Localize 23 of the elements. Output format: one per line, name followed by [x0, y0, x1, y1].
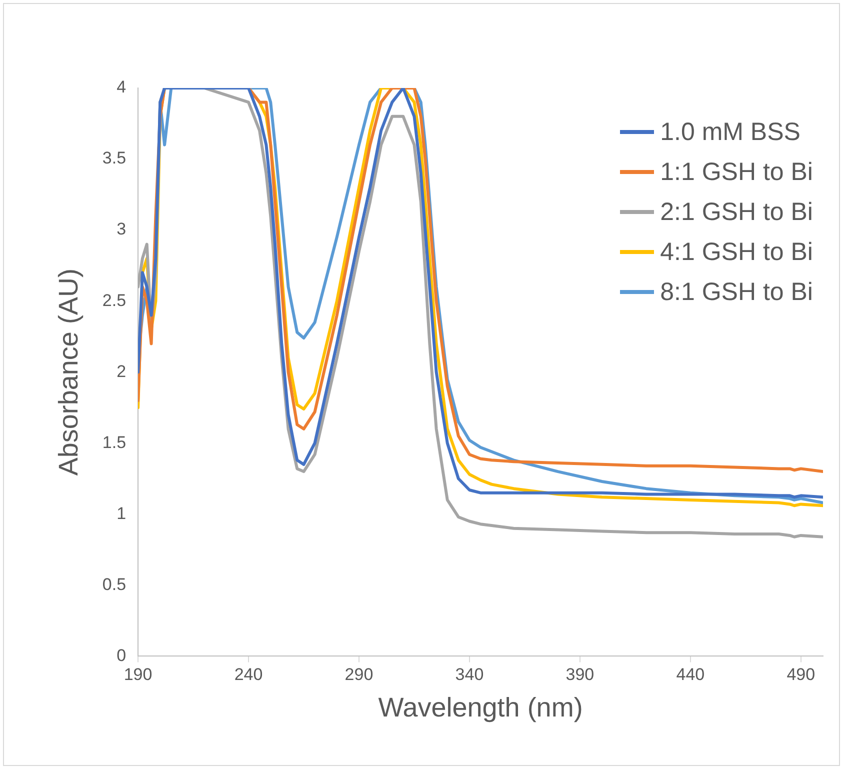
legend-label: 1.0 mM BSS — [660, 118, 800, 146]
x-tick-label: 190 — [124, 665, 152, 684]
legend-label: 1:1 GSH to Bi — [660, 158, 813, 186]
legend-label: 4:1 GSH to Bi — [660, 238, 813, 266]
y-tick-label: 3 — [116, 220, 126, 239]
y-tick-label: 2.5 — [102, 290, 126, 310]
x-tick-label: 390 — [566, 665, 594, 684]
y-tick-label: 1.5 — [102, 432, 126, 452]
y-axis-title: Absorbance (AU) — [54, 268, 84, 476]
y-tick-label: 3.5 — [102, 148, 126, 168]
x-tick-label: 340 — [455, 665, 484, 684]
x-tick-label: 240 — [234, 665, 263, 684]
x-tick-label: 440 — [676, 665, 705, 684]
y-tick-label: 4 — [116, 78, 126, 97]
y-tick-label: 2 — [116, 362, 126, 381]
legend-label: 8:1 GSH to Bi — [660, 278, 813, 306]
x-tick-label: 290 — [344, 665, 374, 684]
y-tick-label: 1 — [116, 504, 126, 523]
x-tick-label: 490 — [786, 665, 816, 684]
legend-label: 2:1 GSH to Bi — [660, 198, 813, 226]
y-tick-label: 0.5 — [102, 574, 126, 594]
x-axis-title: Wavelength (nm) — [378, 692, 583, 722]
y-tick-label: 0 — [116, 646, 126, 665]
